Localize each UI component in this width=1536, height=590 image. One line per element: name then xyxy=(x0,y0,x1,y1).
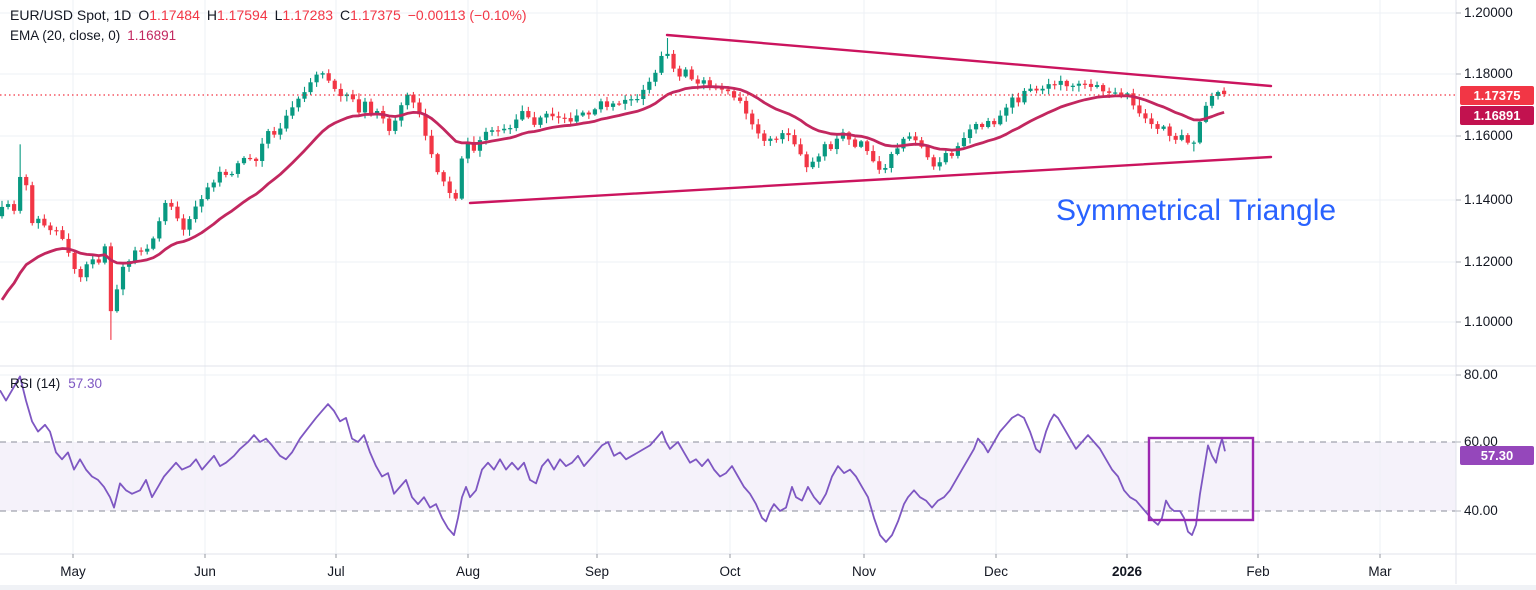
last-price-badge: 1.17375 xyxy=(1460,86,1534,105)
symbol-legend-row[interactable]: EUR/USD Spot, 1D O1.17484 H1.17594 L1.1728… xyxy=(10,7,527,23)
rsi-highlight-box[interactable] xyxy=(1147,436,1255,522)
rsi-band xyxy=(0,442,1456,511)
triangle-upper-trendline[interactable] xyxy=(665,33,1273,88)
time-axis-label: Sep xyxy=(584,564,610,579)
ema-value-badge: 1.16891 xyxy=(1460,106,1534,125)
symbol-title: EUR/USD Spot, 1D xyxy=(10,7,132,23)
time-axis-label: 2026 xyxy=(1111,564,1143,579)
time-axis-label: Jun xyxy=(194,564,216,579)
grid xyxy=(0,0,1456,554)
triangle-lower-trendline[interactable] xyxy=(468,155,1273,205)
rsi-value-badge: 57.30 xyxy=(1460,446,1534,465)
price-axis-label: 40.00 xyxy=(1464,503,1498,518)
ohlc-high: H1.17594 xyxy=(206,7,268,23)
time-axis-label: Dec xyxy=(983,564,1009,579)
price-axis-label: 1.16000 xyxy=(1464,128,1513,143)
rsi-legend-value: 57.30 xyxy=(68,376,103,391)
price-axis-label: 80.00 xyxy=(1464,367,1498,382)
ohlc-open: O1.17484 xyxy=(138,7,200,23)
time-axis-label: Jul xyxy=(327,564,345,579)
rsi-legend-row[interactable]: RSI (14) 57.30 xyxy=(10,376,102,391)
time-axis-label: Aug xyxy=(455,564,481,579)
ema-legend-value: 1.16891 xyxy=(127,28,177,43)
ema-legend-row[interactable]: EMA (20, close, 0) 1.16891 xyxy=(10,28,176,43)
price-axis-label: 60.00 xyxy=(1464,434,1498,449)
time-axis-label: Oct xyxy=(719,564,741,579)
time-axis-label: Feb xyxy=(1246,564,1270,579)
time-axis-label: May xyxy=(60,564,86,579)
rsi-line[interactable] xyxy=(0,375,1226,543)
time-axis-label: Mar xyxy=(1368,564,1392,579)
price-axis-label: 1.14000 xyxy=(1464,192,1513,207)
candles-series xyxy=(0,38,1227,340)
pattern-annotation-text[interactable]: Symmetrical Triangle xyxy=(1056,194,1337,227)
ema-legend-label: EMA (20, close, 0) xyxy=(10,28,121,43)
price-axis-label: 1.20000 xyxy=(1464,5,1513,20)
rsi-legend-label: RSI (14) xyxy=(10,376,61,391)
ohlc-low: L1.17283 xyxy=(274,7,334,23)
change-value: −0.00113 (−0.10%) xyxy=(407,7,527,23)
time-axis-label: Nov xyxy=(851,564,877,579)
price-axis-label: 1.18000 xyxy=(1464,66,1513,81)
price-axis-label: 1.10000 xyxy=(1464,314,1513,329)
ohlc-values: O1.17484 H1.17594 L1.17283 C1.17375 xyxy=(138,7,400,23)
price-axis-label: 1.12000 xyxy=(1464,254,1513,269)
ema-line[interactable] xyxy=(0,85,1225,301)
ohlc-close: C1.17375 xyxy=(340,7,401,23)
